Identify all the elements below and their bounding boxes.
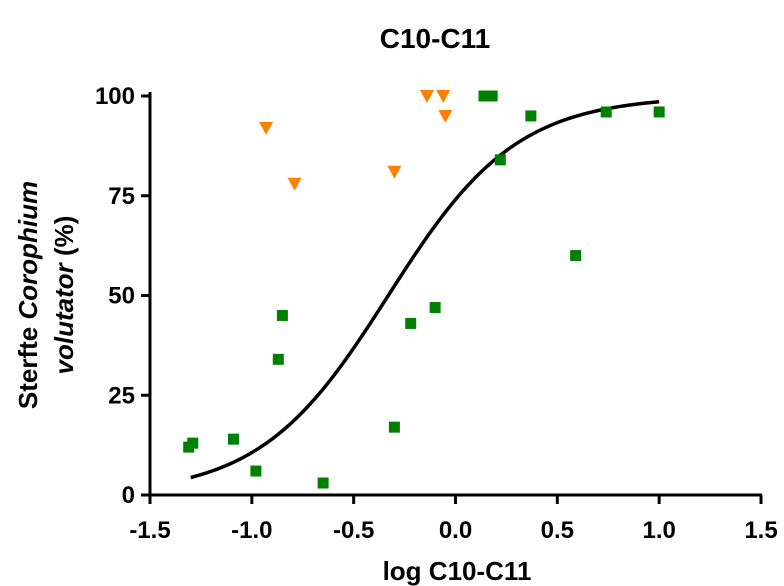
data-point-square [317,477,329,489]
x-tick-label: -1.5 [129,517,170,544]
y-axis-label-suffix: (%) [49,216,79,264]
x-tick-label: 0.5 [541,517,574,544]
data-point-square [570,250,582,262]
data-point-square [494,154,506,166]
svg-text:volutator (%): volutator (%) [49,216,79,375]
data-point-triangle [259,121,274,135]
y-axis-label: Sterfte Corophium volutator (%) [13,181,79,409]
svg-text:Sterfte Corophium: Sterfte Corophium [13,181,43,409]
data-point-triangle [287,177,302,191]
data-point-square [653,106,665,118]
y-tick-label: 50 [108,283,135,310]
data-point-triangle [387,165,402,179]
y-axis-label-prefix: Sterfte [13,320,43,410]
data-point-triangle [419,90,434,103]
y-axis-label-species-name: volutator [49,261,79,374]
x-tick-label: 1.5 [744,517,777,544]
data-point-square [272,353,284,365]
data-point-triangle [436,90,451,103]
x-axis-label: log C10-C11 [383,556,532,586]
fit-curve [190,99,660,480]
data-point-square [486,90,498,102]
chart-title: C10-C11 [380,23,491,54]
data-point-square [276,309,288,321]
data-point-square [405,317,417,329]
data-point-square [429,301,441,313]
x-tick-label: -1.0 [231,517,272,544]
data-point-square [600,106,612,118]
x-tick-label: 0.0 [439,517,472,544]
data-point-triangle [438,109,453,123]
data-point-square [187,437,199,449]
data-point-square [228,433,240,445]
y-tick-label: 0 [122,482,135,509]
data-point-square [250,465,262,477]
data-point-square [388,421,400,433]
axes [148,92,762,497]
y-axis-label-species-genus: Corophium [13,181,43,320]
x-tick-label: 1.0 [642,517,675,544]
data-point-square [525,110,537,122]
data-point-square [478,90,490,102]
plot-area [183,90,665,489]
x-tick-label: -0.5 [333,517,374,544]
y-tick-label: 25 [108,382,135,409]
y-tick-label: 75 [108,183,135,210]
y-tick-label: 100 [95,83,135,110]
